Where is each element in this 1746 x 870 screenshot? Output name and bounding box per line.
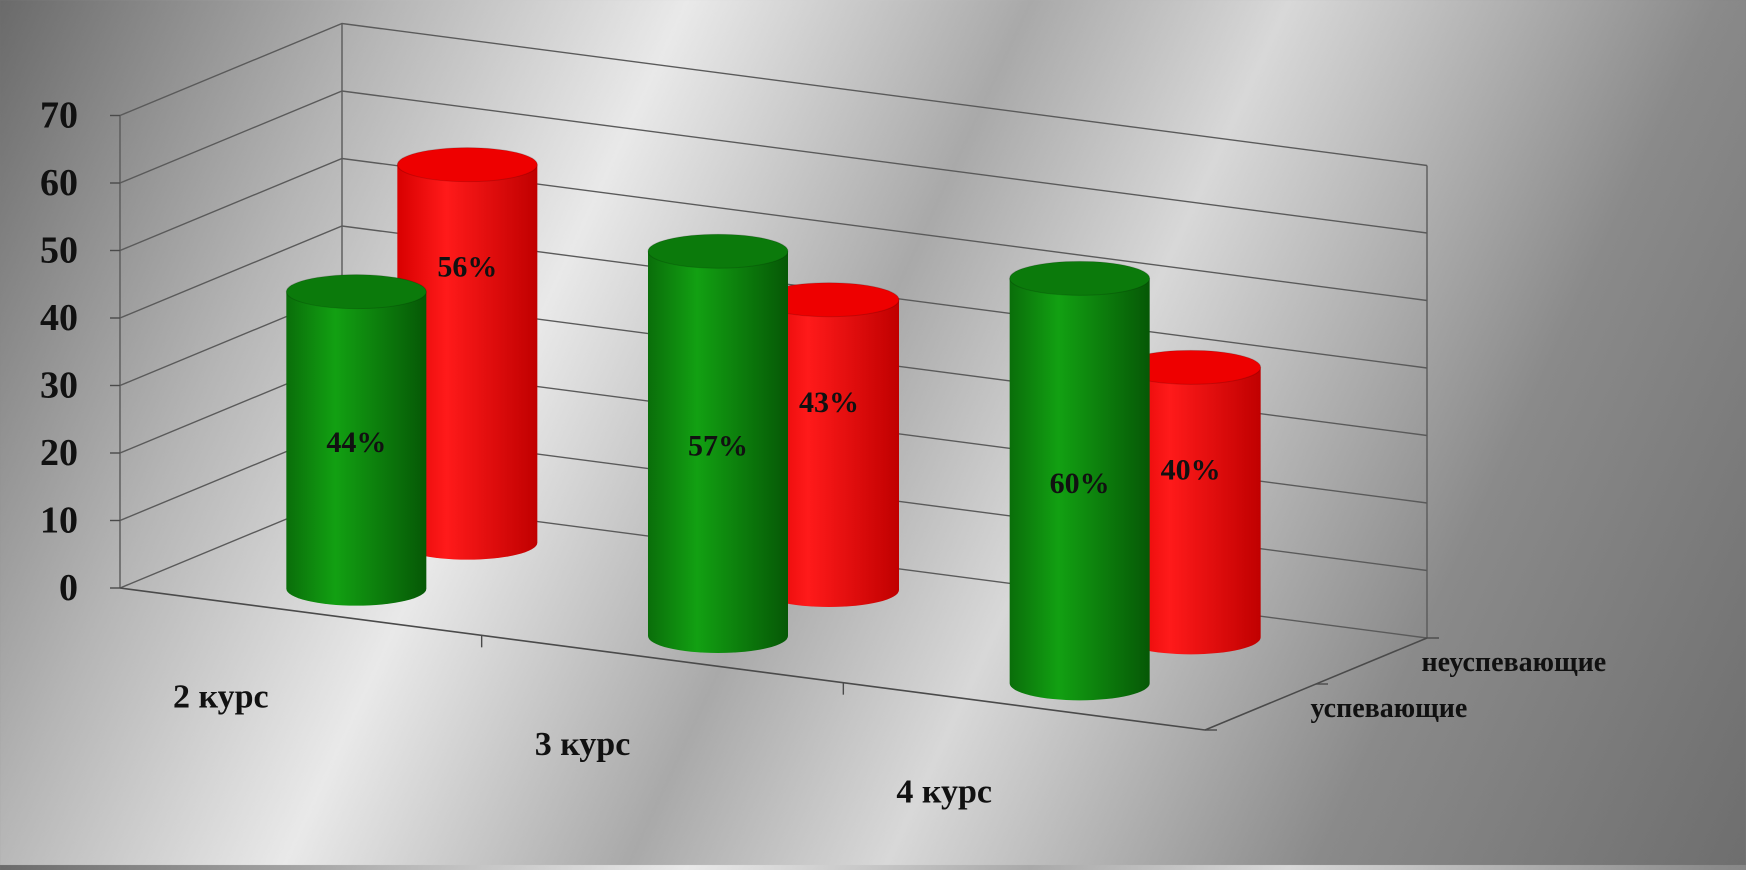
bar-body bbox=[397, 164, 538, 560]
gridline bbox=[119, 22, 1428, 167]
y-tick-label: 20 bbox=[40, 432, 78, 474]
x-tick-label: 2 курс bbox=[173, 679, 269, 716]
data-label: 57% bbox=[688, 430, 748, 463]
x-tick-label: 4 курс bbox=[896, 773, 992, 810]
y-tick-label: 10 bbox=[40, 500, 78, 542]
bar-body bbox=[286, 291, 427, 606]
data-label: 44% bbox=[326, 426, 386, 459]
bar bbox=[647, 233, 789, 653]
gridline bbox=[119, 90, 1428, 234]
bar-body bbox=[1009, 278, 1150, 701]
bar-body bbox=[1120, 367, 1261, 655]
bar bbox=[758, 282, 900, 607]
y-tick-label: 50 bbox=[40, 230, 78, 272]
grid-layer bbox=[119, 22, 1428, 639]
bar-body bbox=[759, 299, 899, 607]
labels-layer: 0 10 20 30 40 50 60 70 2 курс 3 курс 4 курс успеваю… bbox=[40, 95, 1606, 811]
data-label: 40% bbox=[1161, 453, 1221, 486]
bar-top bbox=[396, 147, 538, 183]
bar bbox=[1009, 260, 1151, 701]
legend-series-label: успевающие bbox=[1311, 693, 1468, 724]
data-label: 60% bbox=[1050, 467, 1110, 500]
bar-top bbox=[1009, 260, 1151, 296]
y-tick-label: 40 bbox=[40, 297, 78, 339]
bars-layer bbox=[285, 147, 1262, 701]
x-axis-line bbox=[119, 587, 1206, 731]
bar bbox=[285, 274, 427, 606]
y-tick-label: 60 bbox=[40, 162, 78, 204]
x-tick-label: 3 курс bbox=[535, 726, 631, 763]
legend-series-label: неуспевающие bbox=[1422, 647, 1607, 678]
data-label: 56% bbox=[437, 251, 497, 284]
y-tick-label: 0 bbox=[59, 567, 78, 609]
bar-top bbox=[285, 274, 427, 310]
data-label: 43% bbox=[799, 386, 859, 419]
bar-top bbox=[647, 233, 789, 269]
y-tick-label: 70 bbox=[40, 95, 78, 137]
axis-layer bbox=[110, 114, 1439, 731]
y-tick-label: 30 bbox=[40, 365, 78, 407]
bar-body bbox=[648, 251, 788, 653]
bar bbox=[396, 147, 538, 560]
